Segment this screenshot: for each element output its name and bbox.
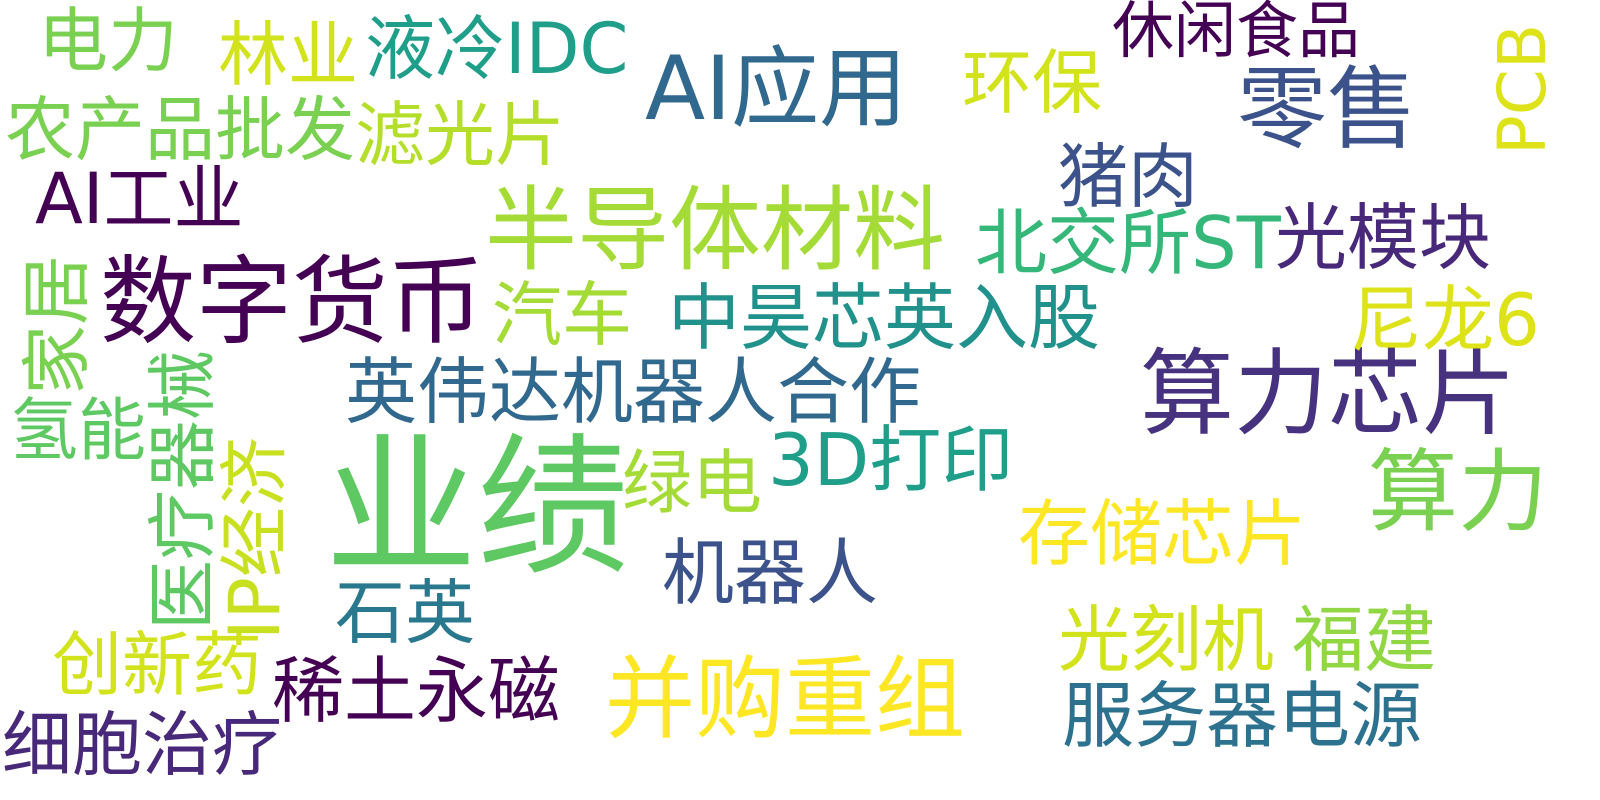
word-pcb: PCB xyxy=(1484,23,1561,155)
word-digital-currency: 数字货币 xyxy=(100,246,484,358)
word-zhonghao-xinying: 中昊芯英入股 xyxy=(668,276,1101,360)
word-m-and-a: 并购重组 xyxy=(605,647,965,752)
word-robots: 机器人 xyxy=(662,531,879,615)
word-ip-economy: IP经济 xyxy=(214,437,296,640)
word-agri-wholesale: 农产品批发 xyxy=(5,89,355,171)
word-optical-modules: 光模块 xyxy=(1275,196,1492,280)
word-retail: 零售 xyxy=(1237,57,1417,162)
word-forestry: 林业 xyxy=(218,14,358,96)
word-fujian: 福建 xyxy=(1292,598,1437,682)
word-automobiles: 汽车 xyxy=(492,274,632,356)
word-green-power: 绿电 xyxy=(622,442,762,524)
word-cell-therapy: 细胞治疗 xyxy=(2,704,282,786)
word-yeji: 业绩 xyxy=(325,419,629,596)
word-3d-printing: 3D打印 xyxy=(768,418,1014,502)
word-nvidia-robot-cooperation: 英伟达机器人合作 xyxy=(345,350,922,434)
word-memory-chips: 存储芯片 xyxy=(1018,492,1307,576)
word-rare-earth-magnets: 稀土永磁 xyxy=(272,649,561,733)
word-snack-food: 休闲食品 xyxy=(1112,0,1361,67)
word-innovative-drugs: 创新药 xyxy=(52,624,262,706)
word-liquid-cooling-idc: 液冷IDC xyxy=(365,8,629,90)
word-bse-st: 北交所ST xyxy=(975,201,1281,285)
word-compute-chips: 算力芯片 xyxy=(1140,340,1517,449)
word-hydrogen: 氢能 xyxy=(10,392,147,471)
word-quartz: 石英 xyxy=(335,572,475,654)
word-optical-filters: 滤光片 xyxy=(355,94,565,176)
word-compute: 算力 xyxy=(1368,440,1548,545)
word-environmental: 环保 xyxy=(962,42,1102,124)
word-server-power: 服务器电源 xyxy=(1062,674,1423,758)
word-home-furnishing: 家居 xyxy=(16,255,98,395)
word-ai-industry: AI工业 xyxy=(35,158,244,240)
word-medical-devices: 医疗器械 xyxy=(142,350,224,630)
word-lithography: 光刻机 xyxy=(1058,598,1275,682)
word-ai-applications: AI应用 xyxy=(645,37,908,140)
word-pork: 猪肉 xyxy=(1058,136,1198,218)
word-semiconductor-materials: 半导体材料 xyxy=(485,177,946,284)
word-nylon-6: 尼龙6 xyxy=(1350,278,1540,362)
word-power: 电力 xyxy=(38,0,178,82)
